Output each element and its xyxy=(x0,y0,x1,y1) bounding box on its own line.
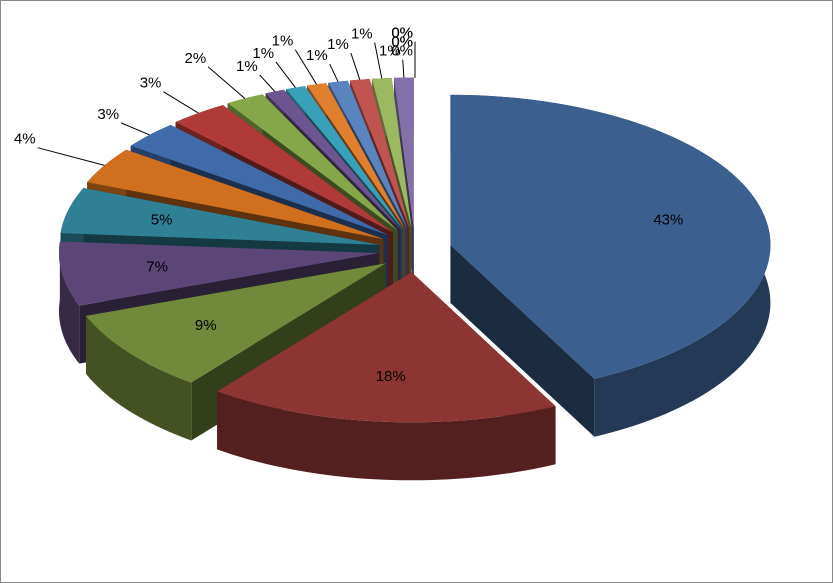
slice-top xyxy=(60,187,380,245)
data-label: 7% xyxy=(146,259,168,276)
leader-line xyxy=(329,63,339,82)
data-label: 0% xyxy=(391,34,413,51)
leader-line xyxy=(37,147,105,166)
data-label: 0% xyxy=(391,34,413,51)
slice-wall xyxy=(450,244,595,437)
slice-side xyxy=(217,391,556,481)
slice-side xyxy=(86,315,192,441)
slice-top xyxy=(130,124,388,236)
slice xyxy=(450,94,771,437)
data-label: 2% xyxy=(185,50,207,67)
data-label: 3% xyxy=(97,106,119,123)
leader-line xyxy=(402,59,405,78)
slice-top xyxy=(175,105,393,233)
slice-top xyxy=(87,149,384,240)
leader-line xyxy=(294,49,317,85)
slice-top xyxy=(265,89,401,230)
slice-top xyxy=(307,83,405,229)
leader-line xyxy=(275,61,296,88)
slice-top xyxy=(58,241,379,306)
slice-top xyxy=(286,86,403,229)
slice-top xyxy=(393,77,414,228)
data-label: 0% xyxy=(391,25,413,42)
leader-line xyxy=(163,91,199,114)
data-label: 5% xyxy=(151,212,173,229)
leader-line xyxy=(374,42,383,79)
data-label: 1% xyxy=(272,33,294,50)
data-label: 1% xyxy=(236,58,258,75)
data-label: 43% xyxy=(653,212,683,229)
data-label: 0% xyxy=(391,25,413,42)
data-label: 0% xyxy=(391,43,413,60)
slice xyxy=(217,272,556,481)
slice-top xyxy=(450,94,771,379)
leader-line xyxy=(120,122,150,136)
data-label: 1% xyxy=(327,36,349,53)
data-label: 1% xyxy=(379,43,401,60)
slice-top xyxy=(217,272,556,423)
leader-line xyxy=(350,52,361,80)
data-label: 9% xyxy=(195,317,217,334)
data-label: 1% xyxy=(306,47,328,64)
slice-top xyxy=(86,263,386,383)
slice-top xyxy=(371,77,412,228)
data-label: 4% xyxy=(14,131,36,148)
slice-top xyxy=(349,79,410,228)
data-label: 1% xyxy=(351,25,373,42)
slice-side xyxy=(58,241,80,364)
slice-top xyxy=(328,80,408,229)
data-label: 1% xyxy=(252,45,274,62)
data-label: 18% xyxy=(376,368,406,385)
leader-line xyxy=(207,66,246,99)
slice-top xyxy=(227,94,398,231)
leader-line xyxy=(259,74,276,92)
data-label: 3% xyxy=(140,75,162,92)
